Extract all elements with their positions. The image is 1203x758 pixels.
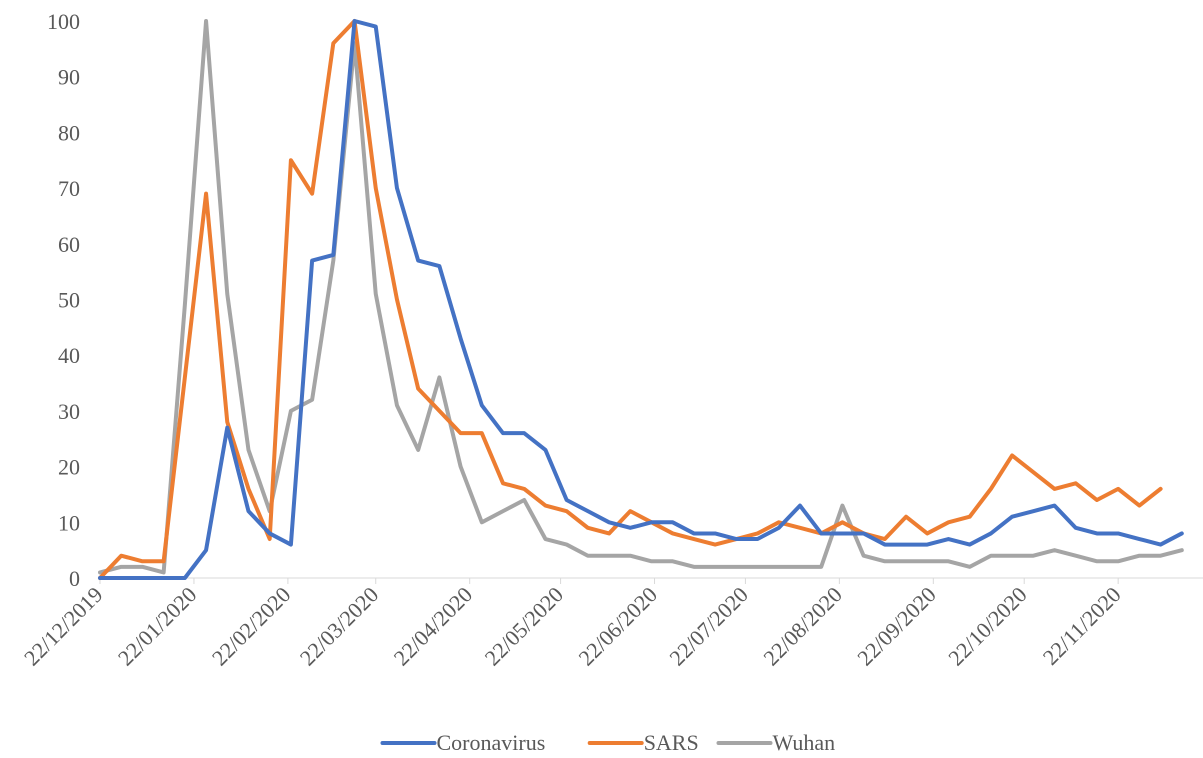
y-axis: 0 10 20 30 40 50 60 70 80 90 100 (47, 9, 80, 591)
y-tick-label: 10 (58, 510, 80, 535)
y-tick-label: 100 (47, 9, 80, 34)
x-tick-label: 22/05/2020 (480, 582, 569, 671)
x-tick-label: 22/02/2020 (207, 582, 296, 671)
x-tick-label: 22/03/2020 (295, 582, 384, 671)
y-tick-label: 60 (58, 232, 80, 257)
y-tick-label: 80 (58, 120, 80, 145)
y-tick-label: 90 (58, 65, 80, 90)
x-tick-label: 22/12/2019 (19, 582, 108, 671)
x-tick-label: 22/11/2020 (1038, 582, 1126, 670)
y-tick-label: 50 (58, 288, 80, 313)
y-tick-label: 40 (58, 343, 80, 368)
y-tick-label: 20 (58, 455, 80, 480)
legend-label-wuhan: Wuhan (773, 730, 836, 755)
legend: Coronavirus SARS Wuhan (380, 730, 836, 755)
series-line-coronavirus (98, 19, 1184, 580)
x-tick-label: 22/07/2020 (664, 582, 753, 671)
x-tick-label: 22/06/2020 (574, 582, 663, 671)
series-lines (98, 19, 1184, 580)
y-tick-label: 0 (69, 566, 80, 591)
y-tick-label: 30 (58, 399, 80, 424)
x-tick-label: 22/10/2020 (943, 582, 1032, 671)
x-tick-label: 22/04/2020 (389, 582, 478, 671)
series-line-wuhan (98, 19, 1184, 575)
x-tick-label: 22/01/2020 (113, 582, 202, 671)
series-line-sars (98, 19, 1163, 580)
x-tick-label: 22/08/2020 (758, 582, 847, 671)
legend-label-coronavirus: Coronavirus (437, 730, 546, 755)
x-axis: 22/12/2019 22/01/2020 22/02/2020 22/03/2020… (19, 577, 1203, 671)
legend-label-sars: SARS (644, 730, 699, 755)
y-tick-label: 70 (58, 176, 80, 201)
x-tick-label: 22/09/2020 (852, 582, 941, 671)
